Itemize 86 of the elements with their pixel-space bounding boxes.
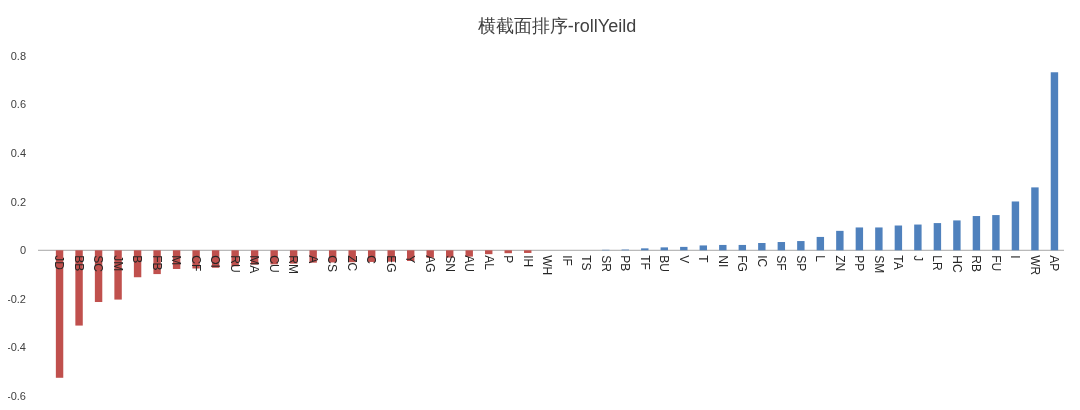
x-tick-label: B [130,255,145,264]
bar [777,242,786,251]
x-tick-label: WR [1027,255,1042,276]
y-tick-label: 0.2 [10,195,26,208]
y-tick-label: -0.2 [7,292,26,305]
x-tick-label: CF [188,255,203,272]
x-tick-label: EG [383,255,398,273]
x-tick-label: A [305,255,320,264]
x-tick-label: IF [559,255,574,266]
bar [855,227,864,251]
x-tick-label: NI [715,255,730,268]
bar [836,230,844,251]
x-tick-label: BU [657,255,672,272]
bar [660,247,668,251]
x-tick-label: SC [91,255,106,273]
x-tick-label: RB [969,255,984,272]
y-tick-label: 0.6 [10,98,26,111]
x-tick-label: T [696,255,711,264]
x-tick-label: BB [71,255,86,272]
bar [797,241,805,251]
bar [816,236,825,251]
bar [1031,187,1039,251]
y-tick-label: 0.4 [10,146,26,159]
bar [894,225,903,251]
x-tick-label: L [813,255,828,263]
bar [972,216,981,251]
bar [758,243,766,251]
bar [933,223,942,251]
bar [953,220,961,251]
x-tick-label: TA [891,255,906,270]
x-tick-label: TF [637,255,652,270]
x-tick-label: AP [1047,255,1062,272]
bar [524,250,532,253]
bar [699,245,708,251]
bar [992,215,1000,251]
bar [875,227,883,251]
x-tick-label: C [364,255,379,265]
x-tick-label: Y [403,255,418,264]
x-tick-label: IH [520,255,535,268]
x-tick-label: IC [754,255,769,268]
y-tick-label: 0.8 [10,49,26,62]
x-tick-label: AL [481,255,496,271]
x-tick-label: PB [618,255,633,272]
y-tick-label: -0.6 [7,389,26,402]
x-tick-label: JD [52,255,67,271]
bar [504,250,512,254]
bar [485,250,493,255]
y-tick-label: 0 [19,244,26,257]
bar [719,244,727,251]
x-tick-label: LR [930,255,945,271]
chart-title: 横截面排序-rollYeild [477,16,637,36]
x-tick-label: OI [208,255,223,268]
x-tick-label: J [910,255,925,262]
x-tick-label: TS [579,255,594,271]
x-tick-label: PP [852,255,867,272]
bar [914,224,922,251]
x-tick-label: SN [442,255,457,272]
x-tick-label: MA [247,255,262,274]
x-tick-label: RU [227,255,242,273]
x-tick-label: SR [598,255,613,273]
bar [75,250,83,326]
x-tick-label: AG [423,255,437,273]
x-tick-label: FG [735,255,750,272]
x-tick-label: SM [871,255,886,274]
x-tick-label: SF [774,255,789,271]
x-tick-label: WH [540,255,555,276]
x-tick-label: AU [462,255,477,272]
y-tick-label: -0.4 [7,341,26,354]
x-tick-label: JM [110,255,125,272]
bar [465,250,473,257]
x-tick-label: CU [266,255,281,273]
x-tick-label: I [1008,255,1023,259]
x-tick-label: ZC [344,255,359,272]
x-tick-label: CS [325,255,340,272]
x-tick-label: HC [949,255,964,273]
x-tick-label: SP [793,255,808,272]
x-tick-label: M [169,255,184,266]
bar [1011,201,1020,251]
x-tick-label: FB [149,255,164,271]
x-tick-label: FU [988,255,1003,272]
x-tick-label: V [676,255,691,264]
x-tick-label: P [501,255,516,264]
bar [1050,72,1059,251]
x-tick-label: RM [286,255,301,274]
bar [680,246,688,251]
x-tick-label: ZN [832,255,847,272]
